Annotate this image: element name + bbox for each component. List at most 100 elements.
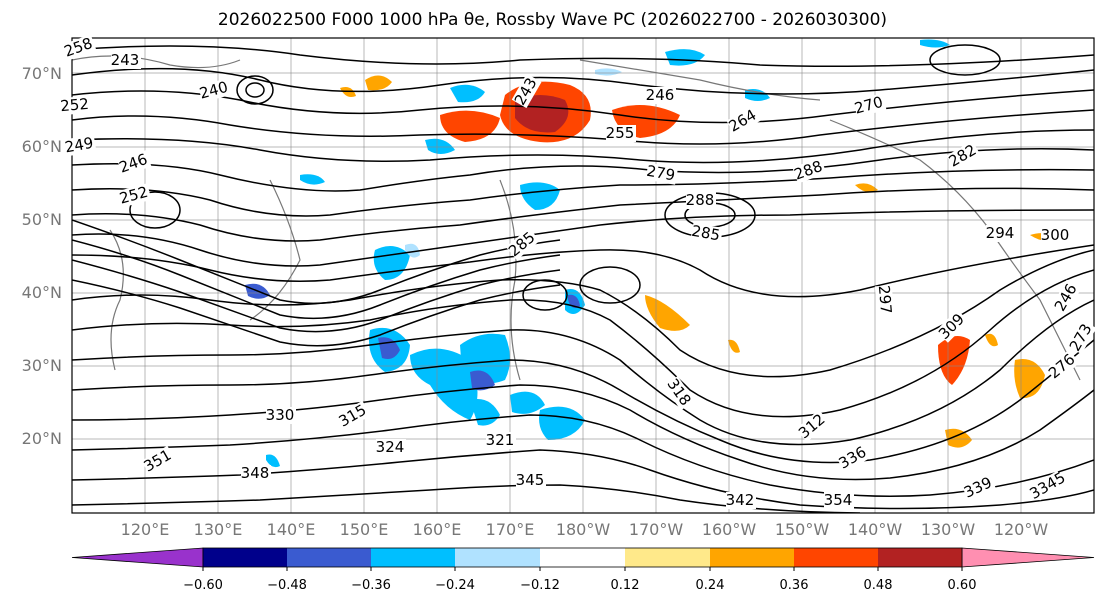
contour-label-bg: [663, 376, 695, 411]
colorbar-tick-label: −0.24: [435, 578, 475, 593]
colorbar-tick-label: −0.36: [351, 578, 391, 593]
contour-label-bg: [726, 105, 761, 136]
colorbar-segment: [287, 548, 371, 567]
lon-label-170e: 170°E: [485, 520, 535, 539]
lat-label-30n: 30°N: [21, 356, 62, 375]
colorbar-segment: [455, 548, 540, 567]
contour-label: 294: [986, 224, 1015, 242]
colorbar-tick-label: 0.12: [610, 578, 640, 593]
contour-label-bg: [1031, 470, 1066, 501]
contour-label-bg: [486, 432, 516, 449]
contour-label-bg: [946, 140, 981, 171]
contour-label-bg: [516, 472, 546, 489]
contour-label-bg: [1045, 349, 1080, 383]
colorbar-segment: [625, 548, 710, 567]
map-title: 2026022500 F000 1000 hPa θe, Rossby Wave…: [217, 10, 888, 30]
colorbar-frame: [202, 547, 963, 568]
colorbar: [71, 547, 1095, 571]
colorbar-tick-label: −0.48: [267, 578, 307, 593]
contour-label: 246: [646, 86, 675, 104]
contour-label: 297: [875, 285, 895, 315]
contour-label-bg: [645, 162, 679, 185]
contour-label-bg: [62, 34, 97, 61]
colorbar-tick-label: 0.24: [695, 578, 725, 593]
contour-label: 249: [63, 134, 94, 157]
lon-label-120w: 120°W: [993, 520, 1049, 539]
lon-label-170w: 170°W: [628, 520, 684, 539]
contour-label: 321: [486, 431, 515, 449]
colorbar-extend-low: [71, 547, 204, 568]
lat-label-60n: 60°N: [21, 137, 62, 156]
contour-label-bg: [1051, 279, 1082, 315]
colorbar-segment: [371, 548, 455, 567]
contour-label-bg: [961, 473, 997, 502]
contour-label-bg: [646, 87, 676, 104]
contour-label-bg: [266, 407, 296, 424]
colorbar-segment: [710, 548, 794, 567]
contour-label: 279: [645, 162, 676, 185]
lon-label-140w: 140°W: [847, 520, 903, 539]
colorbar-extend-high: [961, 547, 1095, 568]
contour-label-bg: [606, 125, 636, 142]
contour-label-bg: [511, 73, 542, 109]
lon-label-160e: 160°E: [412, 520, 462, 539]
lon-label-130e: 130°E: [193, 520, 243, 539]
contour-label-bg: [118, 183, 152, 208]
lon-label-140e: 140°E: [266, 520, 316, 539]
colorbar-tick-label: 0.48: [863, 578, 893, 593]
colorbar-tick-label: −0.12: [520, 578, 560, 593]
contour-label-bg: [117, 150, 152, 177]
contour-label: 324: [376, 438, 405, 456]
contour-label-bg: [690, 222, 724, 245]
contour-label: 342: [726, 491, 755, 509]
map-plot-area: [72, 38, 1094, 513]
contour-label-bg: [1066, 319, 1097, 355]
contour-label-bg: [836, 442, 871, 473]
contour-label-bg: [198, 78, 232, 103]
lon-label-130w: 130°W: [920, 520, 976, 539]
map-frame: [71, 37, 1095, 514]
colorbar-tick-label: 0.60: [947, 578, 977, 593]
lat-label-20n: 20°N: [21, 429, 62, 448]
lat-label-70n: 70°N: [21, 64, 62, 83]
colorbar-segment: [203, 548, 287, 567]
contour-label: 345: [516, 471, 545, 489]
colorbar-tick-label: 0.36: [779, 578, 809, 593]
contour-label: 330: [266, 406, 295, 424]
contour-label: 243: [111, 51, 140, 69]
contour-label: 255: [606, 124, 635, 142]
contour-label: 300: [1041, 226, 1070, 244]
lon-label-150e: 150°E: [339, 520, 389, 539]
contour-label-bg: [63, 134, 97, 157]
lat-label-40n: 40°N: [21, 283, 62, 302]
lon-label-120e: 120°E: [120, 520, 170, 539]
contour-label-bg: [376, 439, 406, 456]
contour-label-bg: [874, 284, 895, 317]
contour-label-bg: [792, 157, 827, 184]
contour-label-bg: [824, 492, 854, 509]
contour-label: 354: [824, 491, 853, 509]
contour-label-bg: [59, 95, 92, 116]
colorbar-segment: [878, 548, 962, 567]
lon-label-160w: 160°W: [701, 520, 757, 539]
contour-label-bg: [336, 400, 371, 431]
colorbar-segment: [794, 548, 878, 567]
contour-label-bg: [111, 52, 141, 69]
contour-label-bg: [505, 227, 540, 261]
contour-label-bg: [795, 409, 830, 443]
theta-e-contours: [72, 44, 1094, 513]
lon-label-180w: 180°W: [555, 520, 611, 539]
contour-label: 252: [60, 95, 90, 115]
contour-label-bg: [935, 309, 970, 343]
contour-label-bg: [241, 465, 271, 482]
lat-label-50n: 50°N: [21, 210, 62, 229]
contour-label-bg: [853, 93, 887, 118]
contour-label: 348: [241, 464, 270, 482]
contour-label: 288: [686, 191, 715, 209]
contour-label-bg: [686, 192, 716, 209]
lon-label-150w: 150°W: [774, 520, 830, 539]
colorbar-tick-label: −0.60: [183, 578, 223, 593]
colorbar-segment: [540, 548, 625, 567]
contour-label-bg: [141, 445, 176, 476]
